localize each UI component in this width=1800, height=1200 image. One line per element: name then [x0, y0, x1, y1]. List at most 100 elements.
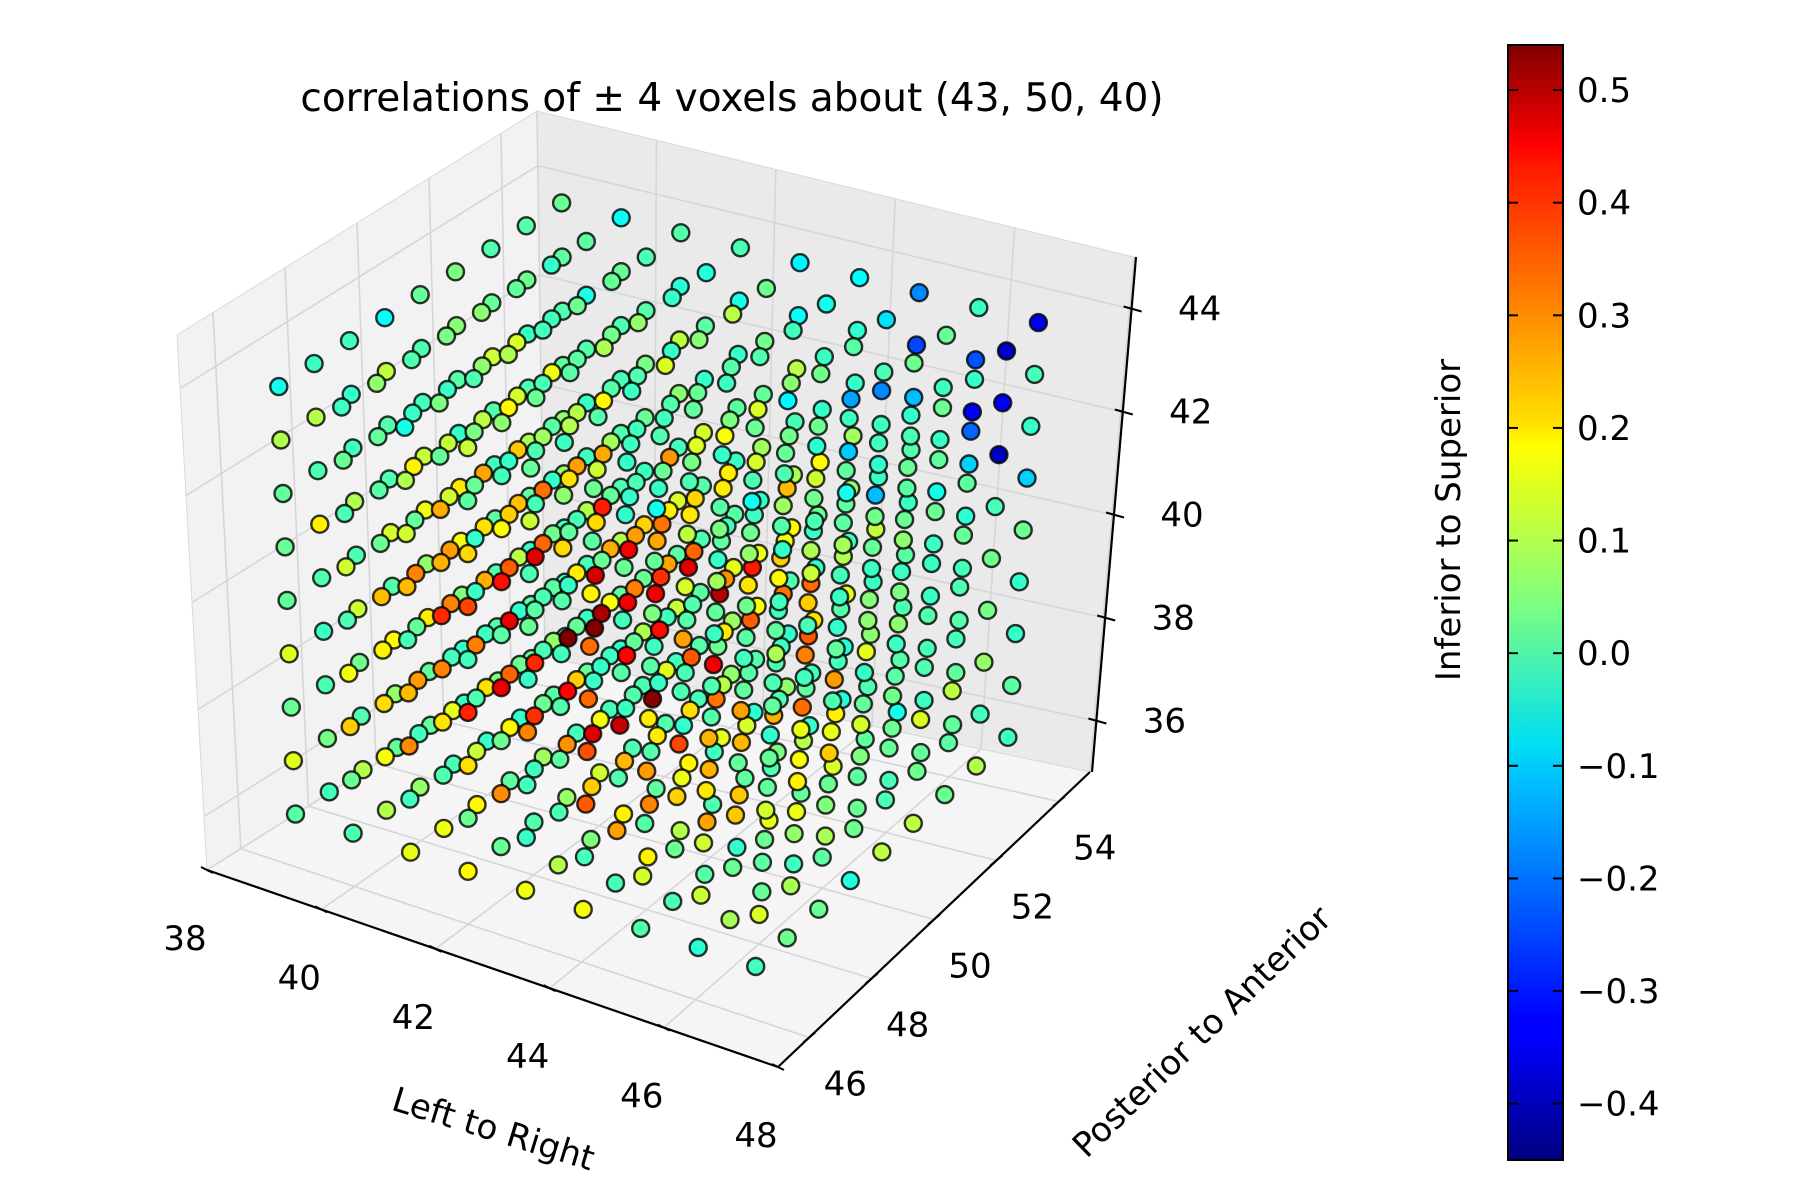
voxel-point: [651, 567, 671, 587]
voxel-point: [397, 577, 417, 597]
voxel-point: [729, 785, 749, 805]
voxel-point: [638, 847, 658, 867]
voxel-point: [814, 347, 834, 367]
voxel-point: [712, 445, 732, 465]
voxel-point: [903, 813, 923, 833]
voxel-point: [838, 441, 859, 462]
voxel-point: [822, 691, 843, 711]
voxel-point: [516, 827, 536, 848]
voxel-point: [675, 577, 695, 597]
voxel-point: [649, 620, 670, 640]
voxel-point: [1024, 364, 1045, 385]
voxel-point: [763, 673, 783, 693]
voxel-point: [904, 353, 924, 373]
voxel-point: [970, 704, 990, 724]
voxel-point: [777, 928, 797, 948]
voxel-point: [336, 557, 356, 577]
voxel-point: [745, 418, 765, 438]
voxel-point: [840, 870, 860, 891]
colorbar-tick-label: −0.2: [1577, 859, 1660, 899]
voxel-point: [641, 741, 661, 762]
voxel-point: [339, 331, 360, 351]
voxel-point: [730, 238, 751, 258]
voxel-point: [731, 700, 751, 721]
voxel-point: [573, 899, 593, 920]
voxel-point: [833, 535, 853, 555]
voxel-point: [670, 821, 690, 841]
voxel-point: [583, 724, 603, 744]
voxel-point: [466, 741, 487, 761]
voxel-point: [458, 755, 478, 776]
voxel-point: [679, 472, 700, 492]
voxel-point: [644, 551, 665, 571]
voxel-point: [517, 775, 537, 795]
chart-title: correlations of ± 4 voxels about (43, 50…: [300, 76, 1163, 121]
voxel-point: [466, 688, 486, 708]
voxel-point: [851, 714, 871, 735]
voxel-point: [801, 540, 821, 561]
voxel-point: [824, 669, 844, 690]
axis-lines: [200, 256, 1142, 1071]
voxel-point: [654, 408, 674, 428]
voxel-point: [974, 652, 994, 672]
voxel-point: [313, 621, 334, 641]
voxel-point: [369, 480, 389, 500]
voxel-point: [965, 350, 986, 370]
voxel-point: [993, 393, 1013, 413]
voxel-point: [491, 731, 511, 751]
voxel-point: [277, 590, 297, 611]
voxel-point: [810, 452, 830, 472]
voxel-point: [337, 610, 358, 630]
voxel-point: [662, 288, 682, 308]
voxel-point: [432, 659, 452, 679]
voxel-point: [918, 605, 938, 626]
voxel-point: [339, 663, 359, 683]
voxel-point: [587, 459, 607, 480]
voxel-point: [458, 702, 478, 723]
voxel-point: [998, 727, 1018, 747]
voxel-point: [1002, 675, 1022, 696]
voxel-point: [553, 538, 573, 558]
voxel-point: [935, 784, 955, 805]
x-axis-label: Left to Right: [387, 1080, 599, 1179]
voxel-point: [343, 823, 363, 843]
voxel-point: [406, 563, 426, 584]
voxel-point: [464, 422, 484, 442]
voxel-point: [868, 454, 889, 475]
voxel-point: [727, 837, 747, 857]
voxel-point: [783, 854, 804, 874]
voxel-point: [492, 413, 512, 433]
voxel-point: [781, 876, 801, 896]
voxel-point: [914, 690, 934, 711]
voxel-point: [371, 587, 392, 607]
voxel-point: [853, 694, 873, 714]
voxel-point: [879, 738, 899, 758]
voxel-point: [701, 707, 722, 727]
voxel-point: [635, 813, 655, 834]
voxel-point: [910, 709, 931, 730]
voxel-point: [854, 662, 875, 683]
voxel-point: [713, 478, 733, 499]
voxel-point: [618, 540, 639, 560]
voxel-point: [646, 499, 667, 519]
voxel-point: [617, 592, 638, 613]
y-tick-label: 46: [824, 1065, 867, 1105]
voxel-point: [557, 787, 577, 808]
colorbar-tick-label: −0.1: [1577, 747, 1660, 787]
voxel-point: [893, 530, 913, 550]
voxel-point: [946, 662, 966, 683]
voxel-point: [333, 450, 353, 470]
voxel-point: [410, 777, 430, 797]
voxel-point: [844, 818, 864, 839]
voxel-point: [890, 582, 910, 602]
voxel-point: [756, 278, 777, 299]
voxel-point: [769, 592, 789, 612]
x-tick-label: 48: [734, 1116, 777, 1156]
voxel-point: [492, 466, 512, 486]
voxel-point: [400, 842, 421, 862]
voxel-point: [826, 639, 846, 659]
voxel-point: [525, 600, 545, 620]
voxel-point: [332, 397, 352, 417]
voxel-point: [682, 452, 702, 472]
voxel-point: [407, 617, 427, 637]
